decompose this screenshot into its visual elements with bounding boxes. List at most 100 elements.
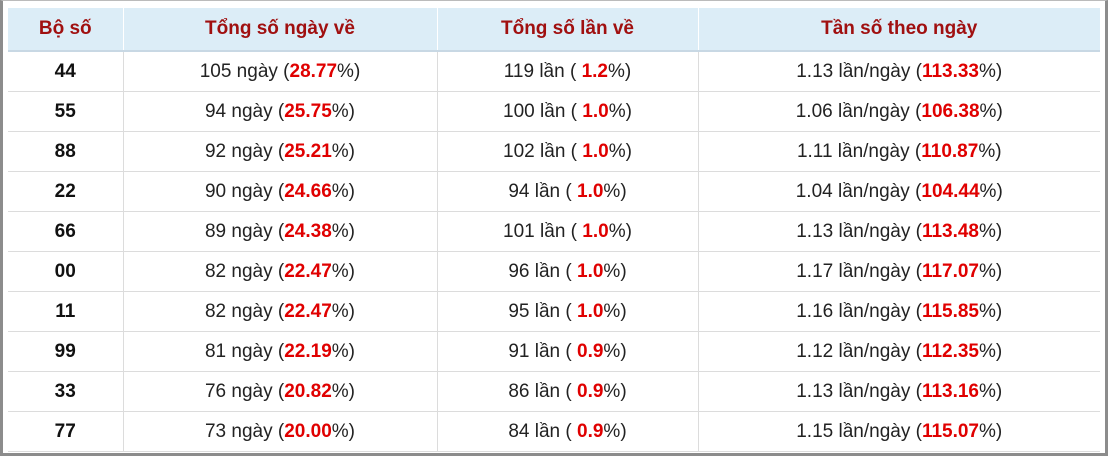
- stat-percent: 20.82: [284, 380, 332, 402]
- stat-percent: 1.0: [577, 180, 604, 202]
- stat-suffix: %): [331, 220, 355, 242]
- stat-percent: 1.0: [582, 140, 609, 162]
- stat-cell: 84 lần ( 0.9%): [437, 411, 699, 452]
- header-row: Bộ số Tổng số ngày về Tổng số lần về Tần số…: [8, 8, 1100, 52]
- table-row: 99 81 ngày (22.19%) 91 lần ( 0.9%) 1.12 lần…: [8, 331, 1100, 372]
- stat-suffix: %): [978, 140, 1002, 162]
- stat-percent: 115.85: [921, 300, 980, 322]
- stat-suffix: %): [603, 380, 627, 402]
- table-row: 44 105 ngày (28.77%) 119 lần ( 1.2%) 1.13 l…: [8, 51, 1100, 92]
- stat-percent: 28.77: [289, 60, 338, 82]
- stat-suffix: %): [979, 420, 1003, 442]
- stat-cell: 81 ngày (22.19%): [123, 331, 438, 372]
- stat-percent: 0.9: [577, 420, 604, 442]
- stat-text: 81 ngày (: [204, 340, 285, 362]
- stat-cell: 100 lần ( 1.0%): [437, 91, 699, 132]
- stat-cell: 102 lần ( 1.0%): [437, 131, 699, 172]
- table-row: 00 82 ngày (22.47%) 96 lần ( 1.0%) 1.17 lần…: [8, 251, 1100, 292]
- stat-cell: 1.04 lần/ngày (104.44%): [698, 171, 1100, 212]
- stat-text: 90 ngày (: [204, 180, 285, 202]
- stat-cell: 1.17 lần/ngày (117.07%): [698, 251, 1100, 292]
- stat-suffix: %): [608, 220, 632, 242]
- stat-cell: 89 ngày (24.38%): [123, 211, 438, 252]
- stat-suffix: %): [979, 60, 1003, 82]
- stat-text: 82 ngày (: [204, 300, 285, 322]
- stat-text: 76 ngày (: [204, 380, 285, 402]
- key-cell: 44: [8, 51, 124, 92]
- stat-percent: 0.9: [577, 380, 604, 402]
- stat-text: 102 lần (: [503, 140, 583, 162]
- table-row: 11 82 ngày (22.47%) 95 lần ( 1.0%) 1.16 lần…: [8, 291, 1100, 332]
- stat-suffix: %): [979, 260, 1003, 282]
- stat-cell: 94 lần ( 1.0%): [437, 171, 699, 212]
- table-row: 77 73 ngày (20.00%) 84 lần ( 0.9%) 1.15 lần…: [8, 411, 1100, 452]
- key-cell: 55: [8, 91, 124, 132]
- stat-percent: 1.0: [577, 260, 604, 282]
- stat-cell: 90 ngày (24.66%): [123, 171, 438, 212]
- stat-suffix: %): [608, 140, 632, 162]
- stat-percent: 115.07: [921, 420, 980, 442]
- stat-text: 1.13 lần/ngày (: [796, 380, 922, 402]
- stat-percent: 24.38: [284, 220, 332, 242]
- stats-table: Bộ số Tổng số ngày về Tổng số lần về Tần số…: [8, 8, 1100, 452]
- stat-cell: 1.13 lần/ngày (113.33%): [698, 51, 1100, 92]
- stat-percent: 25.21: [284, 140, 332, 162]
- stat-text: 1.12 lần/ngày (: [796, 340, 922, 362]
- stat-text: 1.15 lần/ngày (: [796, 420, 922, 442]
- stat-suffix: %): [979, 380, 1003, 402]
- stat-cell: 73 ngày (20.00%): [123, 411, 438, 452]
- key-cell: 88: [8, 131, 124, 172]
- stat-text: 1.13 lần/ngày (: [796, 220, 922, 242]
- stat-percent: 22.19: [284, 340, 332, 362]
- stat-cell: 1.13 lần/ngày (113.48%): [698, 211, 1100, 252]
- stat-suffix: %): [608, 60, 632, 82]
- stat-text: 119 lần (: [503, 60, 582, 82]
- stat-percent: 104.44: [921, 180, 980, 202]
- stat-text: 84 lần (: [508, 420, 577, 442]
- stat-suffix: %): [603, 260, 627, 282]
- stat-suffix: %): [603, 300, 627, 322]
- table-row: 22 90 ngày (24.66%) 94 lần ( 1.0%) 1.04 lần…: [8, 171, 1100, 212]
- stat-percent: 110.87: [921, 140, 979, 162]
- stat-percent: 24.66: [284, 180, 332, 202]
- header-cell: Tổng số lần về: [437, 8, 699, 52]
- stat-cell: 105 ngày (28.77%): [123, 51, 438, 92]
- stat-suffix: %): [331, 140, 355, 162]
- stat-text: 82 ngày (: [204, 260, 285, 282]
- stat-suffix: %): [331, 380, 355, 402]
- stat-text: 94 lần (: [508, 180, 577, 202]
- stat-text: 1.13 lần/ngày (: [796, 60, 922, 82]
- table-body: 44 105 ngày (28.77%) 119 lần ( 1.2%) 1.13 l…: [8, 51, 1100, 452]
- header-cell: Bộ số: [8, 8, 124, 52]
- stat-percent: 20.00: [284, 420, 332, 442]
- stat-percent: 1.0: [582, 220, 609, 242]
- stat-percent: 112.35: [921, 340, 980, 362]
- stat-suffix: %): [331, 100, 355, 122]
- stat-cell: 119 lần ( 1.2%): [437, 51, 699, 92]
- stat-text: 1.06 lần/ngày (: [795, 100, 922, 122]
- stat-suffix: %): [331, 300, 355, 322]
- stat-percent: 0.9: [577, 340, 604, 362]
- stat-text: 101 lần (: [503, 220, 583, 242]
- stat-suffix: %): [331, 180, 355, 202]
- stat-suffix: %): [603, 420, 627, 442]
- stat-cell: 82 ngày (22.47%): [123, 291, 438, 332]
- stat-percent: 22.47: [284, 300, 332, 322]
- key-cell: 11: [8, 291, 124, 332]
- stat-suffix: %): [979, 180, 1003, 202]
- stat-suffix: %): [331, 420, 355, 442]
- stat-suffix: %): [979, 100, 1003, 122]
- stat-cell: 1.11 lần/ngày (110.87%): [698, 131, 1100, 172]
- stat-cell: 95 lần ( 1.0%): [437, 291, 699, 332]
- stat-percent: 113.16: [921, 380, 980, 402]
- stat-cell: 86 lần ( 0.9%): [437, 371, 699, 412]
- key-cell: 77: [8, 411, 124, 452]
- table-row: 66 89 ngày (24.38%) 101 lần ( 1.0%) 1.13 lầ…: [8, 211, 1100, 252]
- stat-text: 94 ngày (: [204, 100, 285, 122]
- stat-percent: 113.48: [921, 220, 980, 242]
- stat-cell: 101 lần ( 1.0%): [437, 211, 699, 252]
- stat-suffix: %): [337, 60, 361, 82]
- stat-text: 1.11 lần/ngày (: [796, 140, 922, 162]
- stat-percent: 1.0: [582, 100, 609, 122]
- header-cell: Tổng số ngày về: [123, 8, 438, 52]
